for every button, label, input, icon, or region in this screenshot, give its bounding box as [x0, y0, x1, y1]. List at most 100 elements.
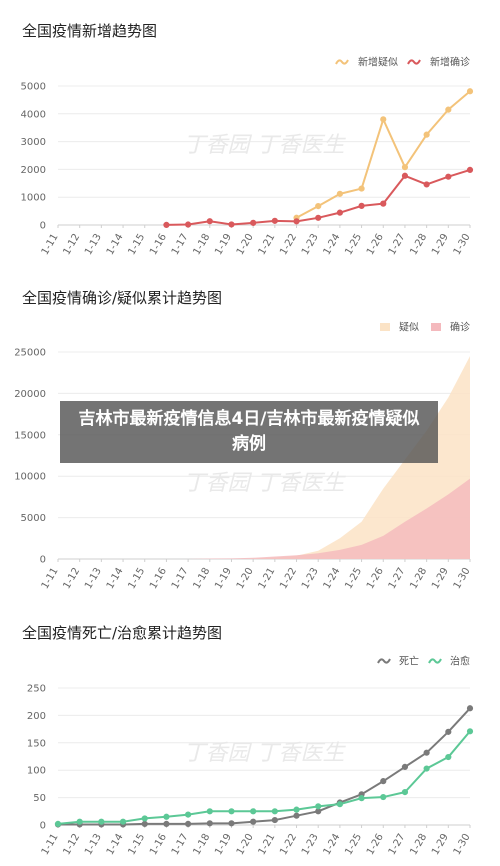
- data-point: [315, 214, 322, 221]
- data-point: [423, 765, 430, 772]
- data-point: [401, 164, 409, 171]
- data-point: [336, 801, 343, 808]
- legend-label: 确诊: [450, 321, 470, 334]
- data-point: [466, 728, 474, 735]
- data-point: [315, 808, 322, 815]
- chart-title: 全国疫情新增趋势图: [22, 22, 158, 40]
- data-point: [336, 209, 343, 216]
- legend-swatch: [335, 59, 349, 65]
- data-point: [380, 793, 387, 801]
- data-point: [466, 166, 474, 174]
- data-point: [445, 728, 452, 735]
- data-point: [380, 200, 387, 207]
- data-point: [141, 820, 148, 828]
- x-tick-label: 1-20: [235, 832, 256, 857]
- watermark-text: 丁香园 丁香医生: [184, 741, 347, 766]
- line-series-0: [58, 707, 471, 826]
- data-point: [380, 778, 387, 785]
- x-tick-label: 1-14: [105, 832, 126, 857]
- data-point: [228, 820, 235, 827]
- data-point: [271, 808, 278, 815]
- watermark-text: 丁香园 丁香医生: [184, 471, 347, 496]
- data-point: [228, 808, 235, 815]
- x-tick-label: 1-19: [213, 832, 234, 857]
- y-tick-label: 20000: [14, 389, 46, 400]
- legend-label: 治愈: [450, 655, 470, 668]
- chart-panel-cumulative: 全国疫情确诊/疑似累计趋势图: [0, 287, 500, 587]
- x-tick-label: 1-26: [365, 832, 386, 857]
- legend-label: 新增确诊: [430, 56, 470, 69]
- data-point: [293, 812, 300, 819]
- data-point: [163, 813, 170, 820]
- y-tick-label: 0: [40, 555, 46, 566]
- data-point: [185, 221, 192, 228]
- data-point: [206, 808, 213, 815]
- x-tick-label: 1-29: [430, 832, 451, 857]
- y-tick-label: 5000: [21, 513, 46, 524]
- y-tick-label: 100: [27, 766, 46, 777]
- area-series-1: [58, 478, 470, 559]
- x-tick-label: 1-17: [170, 832, 191, 857]
- x-tick-label: 1-15: [126, 832, 147, 857]
- y-tick-label: 1000: [21, 193, 46, 204]
- data-point: [401, 763, 409, 771]
- line-series-1: [57, 730, 471, 825]
- data-point: [466, 705, 474, 712]
- legend-swatch: [377, 658, 391, 664]
- x-tick-label: 1-22: [278, 832, 299, 857]
- data-point: [185, 811, 192, 818]
- y-tick-label: 5000: [21, 82, 46, 93]
- y-tick-label: 0: [40, 821, 46, 832]
- data-point: [315, 202, 322, 210]
- data-point: [185, 820, 192, 828]
- y-tick-label: 200: [27, 711, 46, 722]
- data-point: [315, 803, 322, 810]
- data-point: [250, 219, 257, 226]
- chart-title: 全国疫情确诊/疑似累计趋势图: [22, 289, 223, 307]
- x-tick-label: 1-21: [257, 832, 278, 857]
- legend-swatch: [407, 59, 421, 65]
- data-point: [336, 190, 343, 197]
- chart-panel-death-cure: 全国疫情死亡/治愈累计趋势图: [0, 622, 500, 866]
- data-point: [141, 815, 148, 822]
- x-tick-label: 1-11: [40, 832, 61, 857]
- legend-label: 新增疑似: [358, 56, 398, 69]
- x-tick-label: 1-27: [387, 832, 408, 857]
- y-tick-label: 250: [27, 684, 46, 695]
- data-point: [228, 221, 235, 228]
- x-tick-label: 1-30: [452, 832, 473, 857]
- legend-swatch: [428, 658, 442, 664]
- data-point: [358, 202, 365, 209]
- x-tick-label: 1-23: [300, 832, 321, 857]
- data-point: [119, 818, 127, 825]
- y-tick-label: 10000: [14, 472, 46, 483]
- x-tick-label: 1-25: [343, 832, 364, 857]
- legend-swatch: [380, 323, 390, 331]
- data-point: [423, 131, 430, 138]
- data-point: [271, 816, 278, 824]
- data-point: [445, 173, 452, 180]
- y-tick-label: 150: [27, 738, 46, 749]
- y-tick-label: 25000: [14, 348, 46, 359]
- x-tick-label: 1-28: [408, 832, 429, 857]
- data-point: [206, 820, 213, 827]
- data-point: [423, 181, 430, 188]
- chart-panel-daily: 全国疫情新增趋势图: [0, 20, 500, 270]
- data-point: [293, 806, 300, 813]
- data-point: [250, 818, 257, 825]
- data-point: [423, 749, 430, 756]
- watermark-text: 丁香园 丁香医生: [184, 133, 347, 158]
- headline-text: 吉林市最新疫情信息4日/吉林市最新疫情疑似病例: [78, 409, 420, 454]
- y-tick-label: 15000: [14, 430, 46, 441]
- y-tick-label: 3000: [21, 137, 46, 148]
- y-tick-label: 4000: [21, 109, 46, 120]
- data-point: [401, 172, 409, 179]
- x-tick-label: 1-13: [83, 832, 104, 857]
- data-point: [163, 221, 170, 228]
- data-point: [98, 818, 105, 825]
- data-point: [380, 116, 387, 123]
- data-point: [250, 808, 257, 815]
